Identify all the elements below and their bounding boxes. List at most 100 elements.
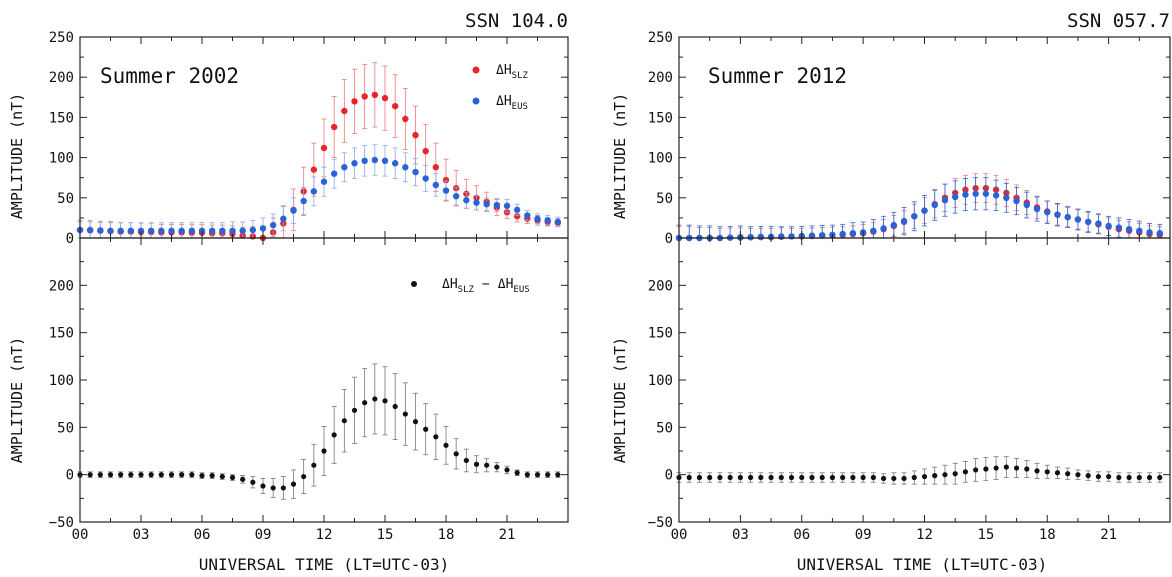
data-point <box>748 474 754 481</box>
data-point <box>280 215 287 222</box>
data-point <box>229 227 236 234</box>
data-point <box>1003 464 1009 470</box>
data-point <box>250 479 256 485</box>
data-point <box>391 102 399 110</box>
data-point <box>452 192 460 200</box>
data-point <box>808 232 816 239</box>
ssn-label-left: SSN 104.0 <box>465 10 568 32</box>
data-point <box>412 131 419 139</box>
data-point <box>240 476 246 482</box>
data-point <box>931 201 938 209</box>
data-point <box>819 474 825 481</box>
data-point <box>433 434 439 440</box>
data-point <box>1054 211 1061 218</box>
data-point <box>880 225 887 232</box>
y-tick-label: 200 <box>49 278 74 294</box>
y-tick-label: 250 <box>49 30 74 46</box>
data-point <box>951 193 959 201</box>
data-point <box>840 474 846 481</box>
series-1 <box>76 62 562 242</box>
data-point <box>189 472 195 478</box>
data-point <box>432 164 440 171</box>
data-point <box>747 233 754 241</box>
data-point <box>972 190 979 197</box>
ticks-bottom-right: −50 0 50 100 150 200 00 03 06 09 12 15 18 21 <box>648 237 1171 543</box>
data-point <box>443 442 449 448</box>
data-point <box>921 473 928 480</box>
y-tick-label: 100 <box>648 151 673 167</box>
data-point <box>320 144 328 152</box>
y-axis-label-bottom-right: AMPLITUDE (nT) <box>611 337 629 463</box>
data-point <box>422 175 429 182</box>
series-1 <box>77 363 561 500</box>
data-point <box>788 474 795 481</box>
data-point <box>554 218 562 226</box>
data-point <box>137 227 145 234</box>
data-point <box>870 474 876 481</box>
data-point <box>362 400 368 406</box>
data-point <box>1136 474 1142 481</box>
panel-annotation-right: Summer 2012 <box>708 64 847 88</box>
data-point <box>727 474 733 481</box>
data-point <box>351 160 358 167</box>
data-point <box>1013 465 1020 471</box>
y-tick-label: 100 <box>49 151 74 167</box>
data-point <box>391 160 399 167</box>
y-tick-label: 200 <box>648 278 673 294</box>
data-point <box>128 472 134 478</box>
data-point <box>311 462 317 468</box>
y-tick-label: 50 <box>57 420 74 436</box>
series-1 <box>676 456 1163 485</box>
data-point <box>1065 471 1071 477</box>
data-point <box>809 474 815 481</box>
data-point <box>442 176 450 184</box>
data-point <box>524 212 531 219</box>
data-point <box>402 411 408 417</box>
data-point <box>973 467 979 473</box>
data-point <box>534 215 541 222</box>
legend-label-diff: ΔHSLZ − ΔHEUS <box>442 277 530 295</box>
data-point <box>300 197 307 205</box>
data-point <box>494 464 500 470</box>
data-point <box>737 474 743 481</box>
series-1 <box>675 173 1163 242</box>
data-point <box>1054 470 1061 476</box>
y-tick-label: 100 <box>648 373 673 389</box>
ssn-label-right: SSN 057.7 <box>1067 10 1170 32</box>
data-point <box>555 472 561 478</box>
data-point <box>911 213 918 220</box>
y-tick-label: 50 <box>656 191 673 207</box>
x-tick-label: 18 <box>1039 527 1056 543</box>
data-point <box>269 221 277 229</box>
data-point <box>219 227 226 234</box>
data-point <box>962 469 969 475</box>
data-point <box>1095 220 1102 227</box>
data-point <box>402 115 409 123</box>
data-point <box>351 407 358 413</box>
x-tick-label: 18 <box>438 527 455 543</box>
data-point <box>118 472 124 478</box>
data-point <box>97 227 104 234</box>
data-point <box>1085 473 1091 479</box>
data-point <box>432 181 440 189</box>
y-tick-label: 150 <box>648 110 673 126</box>
x-tick-label: 21 <box>1100 527 1117 543</box>
data-point <box>707 474 713 481</box>
data-point <box>392 403 398 410</box>
data-point <box>86 226 94 234</box>
data-point <box>330 123 338 131</box>
y-tick-label: 200 <box>648 70 673 86</box>
data-point <box>402 164 409 171</box>
data-point <box>1013 197 1020 205</box>
data-point <box>524 472 530 478</box>
data-point <box>1136 227 1143 234</box>
data-point <box>381 157 389 165</box>
y-axis-label-bottom-left: AMPLITUDE (nT) <box>8 337 26 463</box>
x-tick-label: 00 <box>72 527 89 543</box>
data-point <box>168 227 175 234</box>
data-point <box>107 472 114 478</box>
data-point <box>310 188 318 195</box>
data-point <box>463 457 469 464</box>
data-point <box>1034 468 1040 474</box>
data-point <box>890 221 898 229</box>
